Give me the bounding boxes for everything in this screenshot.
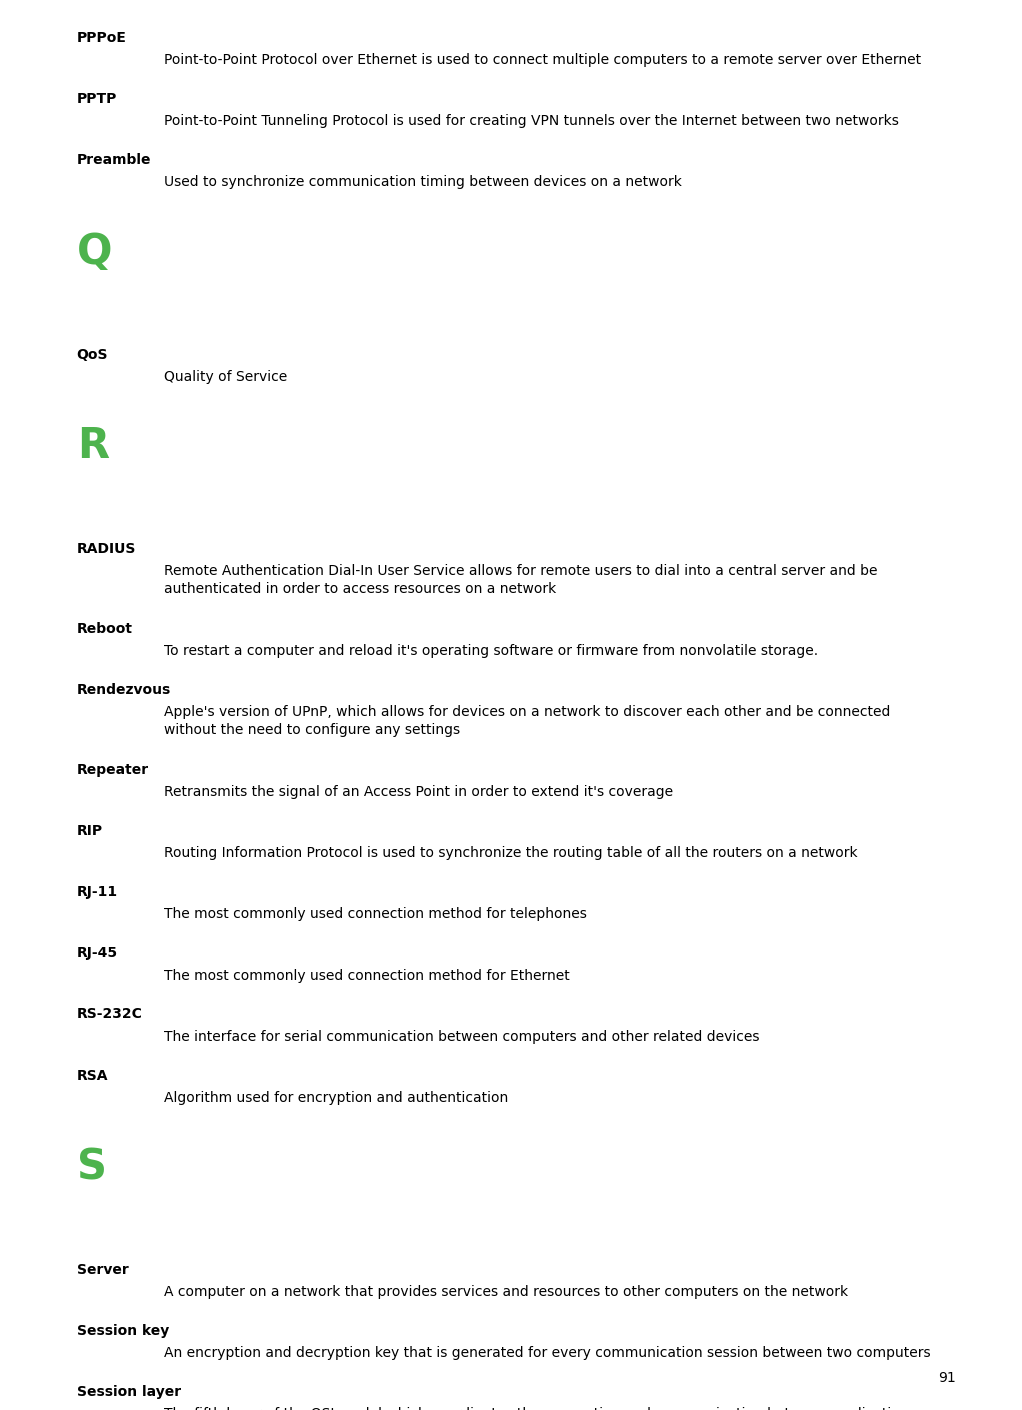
Text: Used to synchronize communication timing between devices on a network: Used to synchronize communication timing… bbox=[164, 175, 682, 189]
Text: Algorithm used for encryption and authentication: Algorithm used for encryption and authen… bbox=[164, 1091, 508, 1105]
Text: To restart a computer and reload it's operating software or firmware from nonvol: To restart a computer and reload it's op… bbox=[164, 644, 818, 658]
Text: RJ-45: RJ-45 bbox=[77, 946, 118, 960]
Text: Preamble: Preamble bbox=[77, 154, 151, 168]
Text: 91: 91 bbox=[938, 1371, 956, 1385]
Text: RADIUS: RADIUS bbox=[77, 541, 136, 556]
Text: PPTP: PPTP bbox=[77, 92, 118, 106]
Text: S: S bbox=[77, 1146, 106, 1189]
Text: Point-to-Point Tunneling Protocol is used for creating VPN tunnels over the Inte: Point-to-Point Tunneling Protocol is use… bbox=[164, 114, 898, 128]
Text: Server: Server bbox=[77, 1263, 129, 1277]
Text: A computer on a network that provides services and resources to other computers : A computer on a network that provides se… bbox=[164, 1285, 847, 1299]
Text: Remote Authentication Dial-In User Service allows for remote users to dial into : Remote Authentication Dial-In User Servi… bbox=[164, 564, 877, 596]
Text: The most commonly used connection method for telephones: The most commonly used connection method… bbox=[164, 908, 587, 921]
Text: Repeater: Repeater bbox=[77, 763, 149, 777]
Text: Quality of Service: Quality of Service bbox=[164, 369, 287, 384]
Text: The fifth layer of the OSI model which coordinates the connection and communicat: The fifth layer of the OSI model which c… bbox=[164, 1407, 915, 1410]
Text: Session key: Session key bbox=[77, 1324, 169, 1338]
Text: Routing Information Protocol is used to synchronize the routing table of all the: Routing Information Protocol is used to … bbox=[164, 846, 857, 860]
Text: Retransmits the signal of an Access Point in order to extend it's coverage: Retransmits the signal of an Access Poin… bbox=[164, 785, 672, 799]
Text: QoS: QoS bbox=[77, 348, 108, 362]
Text: RIP: RIP bbox=[77, 823, 103, 838]
Text: PPPoE: PPPoE bbox=[77, 31, 127, 45]
Text: RJ-11: RJ-11 bbox=[77, 885, 118, 900]
Text: Apple's version of UPnP, which allows for devices on a network to discover each : Apple's version of UPnP, which allows fo… bbox=[164, 705, 890, 737]
Text: The most commonly used connection method for Ethernet: The most commonly used connection method… bbox=[164, 969, 569, 983]
Text: The interface for serial communication between computers and other related devic: The interface for serial communication b… bbox=[164, 1029, 759, 1043]
Text: RS-232C: RS-232C bbox=[77, 1007, 142, 1021]
Text: Reboot: Reboot bbox=[77, 622, 133, 636]
Text: R: R bbox=[77, 426, 108, 468]
Text: RSA: RSA bbox=[77, 1069, 108, 1083]
Text: Q: Q bbox=[77, 231, 112, 274]
Text: Session layer: Session layer bbox=[77, 1385, 181, 1399]
Text: Rendezvous: Rendezvous bbox=[77, 682, 171, 697]
Text: An encryption and decryption key that is generated for every communication sessi: An encryption and decryption key that is… bbox=[164, 1347, 930, 1361]
Text: Point-to-Point Protocol over Ethernet is used to connect multiple computers to a: Point-to-Point Protocol over Ethernet is… bbox=[164, 54, 921, 68]
